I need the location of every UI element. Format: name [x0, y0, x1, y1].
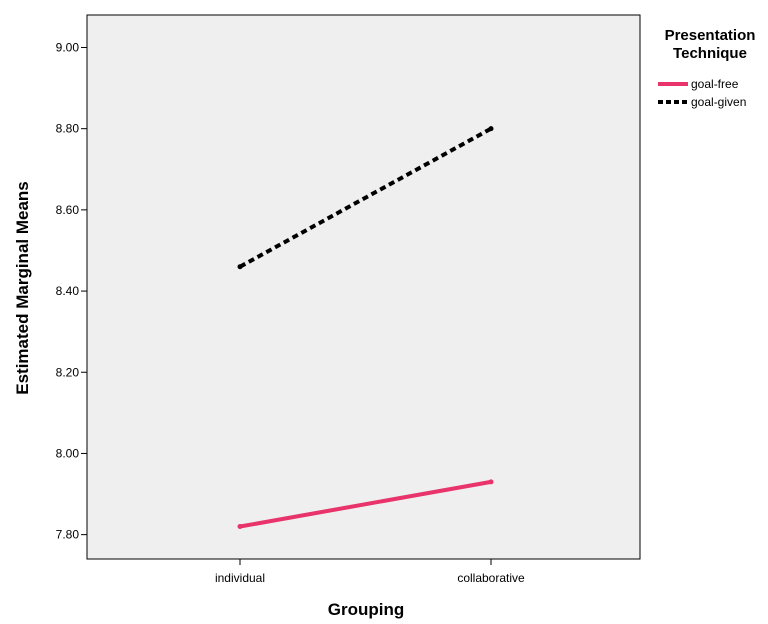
x-axis-title: Grouping	[328, 600, 404, 619]
y-tick-label: 8.00	[56, 446, 80, 460]
y-tick-label: 8.60	[56, 203, 80, 217]
legend-label-goal-free: goal-free	[691, 77, 739, 91]
data-point-goal-given-collaborative	[488, 126, 494, 132]
legend: Presentation Technique goal-free goal-giv…	[658, 27, 755, 109]
y-tick-label: 9.00	[56, 40, 80, 54]
legend-title-line1: Presentation	[665, 27, 756, 44]
plot-area	[86, 14, 641, 560]
y-axis: 7.80 8.00 8.20 8.40 8.60 8.80 9.00	[56, 40, 87, 542]
series-layer	[237, 126, 494, 530]
x-tick-label: collaborative	[457, 571, 525, 585]
series-line-goal-free	[239, 479, 492, 529]
y-axis-title: Estimated Marginal Means	[13, 181, 32, 395]
series-line-goal-given	[239, 126, 492, 269]
y-tick-label: 7.80	[56, 528, 80, 542]
x-axis: individual collaborative	[215, 559, 525, 585]
data-point-goal-free-collaborative	[488, 479, 494, 485]
legend-label-goal-given: goal-given	[691, 95, 746, 109]
y-tick-label: 8.80	[56, 122, 80, 136]
y-tick-label: 8.20	[56, 365, 80, 379]
data-point-goal-free-individual	[237, 524, 243, 530]
x-tick-label: individual	[215, 571, 265, 585]
legend-items: goal-free goal-given	[658, 77, 746, 109]
data-point-goal-given-individual	[237, 264, 243, 270]
y-tick-label: 8.40	[56, 284, 80, 298]
legend-title-line2: Technique	[673, 45, 747, 62]
